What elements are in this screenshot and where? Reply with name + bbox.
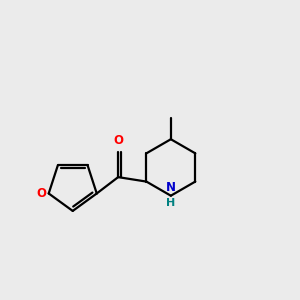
Text: H: H <box>166 198 176 208</box>
Text: O: O <box>113 134 123 147</box>
Text: O: O <box>36 187 46 200</box>
Text: N: N <box>166 181 176 194</box>
